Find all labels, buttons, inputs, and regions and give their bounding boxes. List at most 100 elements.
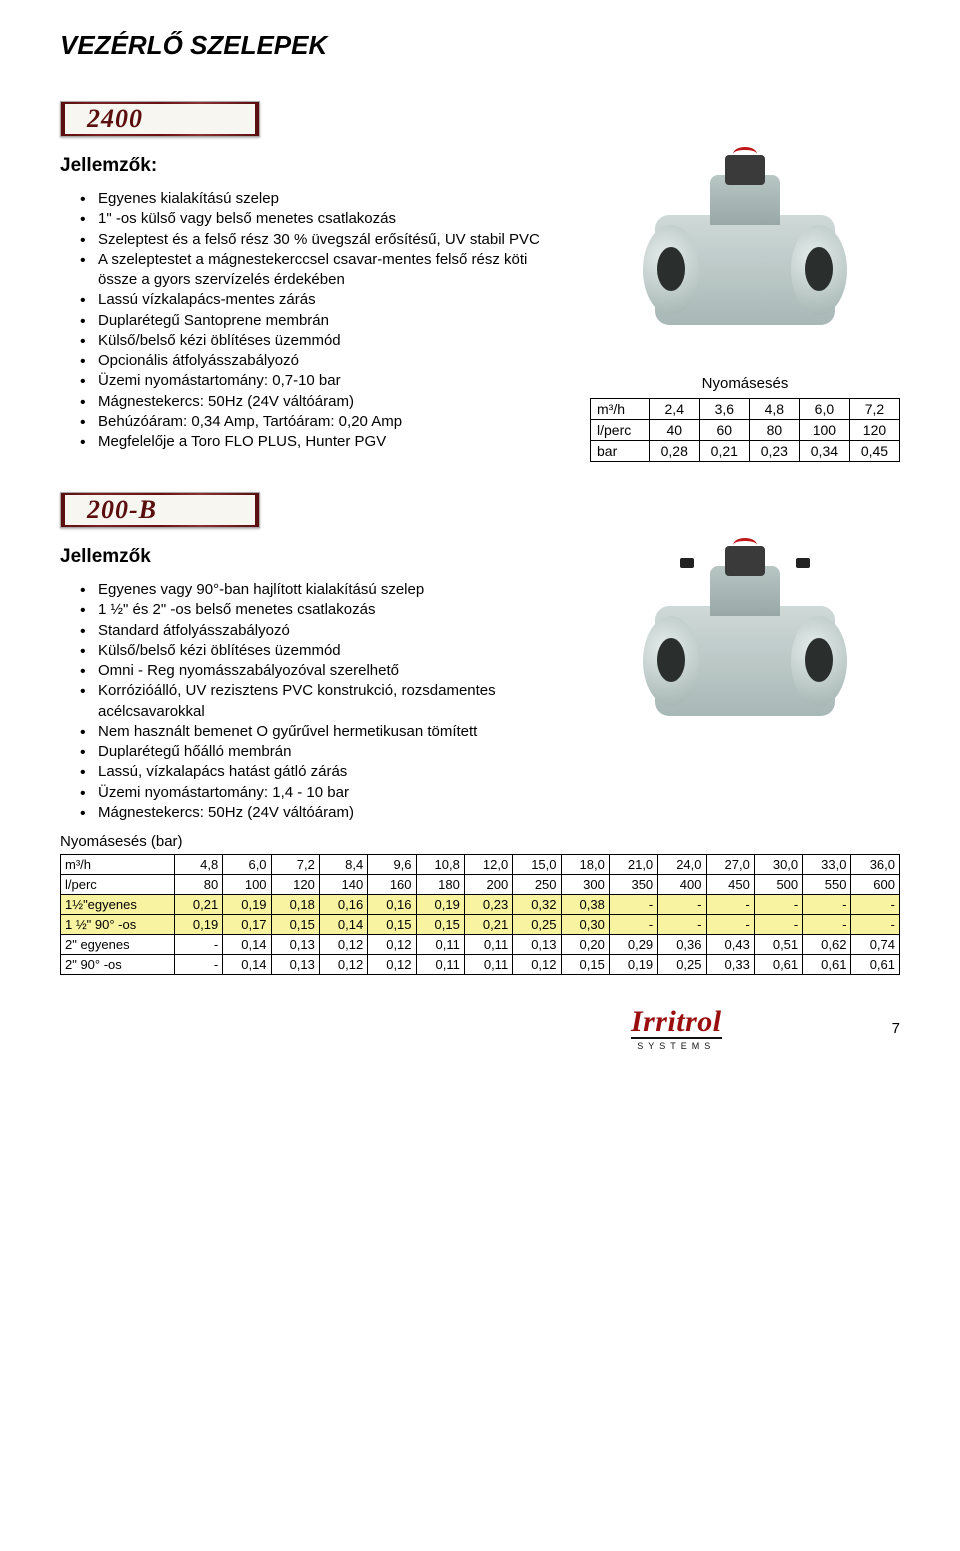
table-cell: 12,0 xyxy=(464,855,512,875)
table-cell: 60 xyxy=(699,420,749,441)
feature-item: Szeleptest és a felső rész 30 % üvegszál… xyxy=(80,230,570,250)
feature-item: 1 ½" és 2" -os belső menetes csatlakozás xyxy=(80,600,570,620)
table-cell: 0,61 xyxy=(803,955,851,975)
table-cell: 0,15 xyxy=(368,915,416,935)
table-cell: - xyxy=(803,895,851,915)
table-row: l/perc406080100120 xyxy=(591,420,900,441)
table-cell: - xyxy=(754,895,802,915)
table-cell: 120 xyxy=(849,420,899,441)
feature-item: Mágnestekercs: 50Hz (24V váltóáram) xyxy=(80,803,570,823)
table-cell: 2" egyenes xyxy=(61,935,175,955)
table-cell: 0,38 xyxy=(561,895,609,915)
table-cell: 0,13 xyxy=(271,955,319,975)
table-cell: 0,15 xyxy=(271,915,319,935)
table-cell: 1 ½" 90° -os xyxy=(61,915,175,935)
table-cell: 2,4 xyxy=(649,399,699,420)
table-cell: 0,36 xyxy=(658,935,706,955)
table-cell: 0,19 xyxy=(174,915,222,935)
badge-200b: 200-B xyxy=(60,492,260,528)
pressure-table-1-title: Nyomásesés xyxy=(590,375,900,392)
table-cell: 500 xyxy=(754,875,802,895)
table-row: l/perc8010012014016018020025030035040045… xyxy=(61,875,900,895)
logo-main: Irritrol xyxy=(631,1005,722,1039)
feature-item: Külső/belső kézi öblítéses üzemmód xyxy=(80,641,570,661)
table-cell: 0,15 xyxy=(416,915,464,935)
table-cell: 0,19 xyxy=(416,895,464,915)
pressure-table-2-title: Nyomásesés (bar) xyxy=(60,833,900,850)
table-cell: 33,0 xyxy=(803,855,851,875)
table-row: bar0,280,210,230,340,45 xyxy=(591,441,900,462)
table-cell: 2" 90° -os xyxy=(61,955,175,975)
pressure-table-2: m³/h4,86,07,28,49,610,812,015,018,021,02… xyxy=(60,854,900,975)
feature-item: 1" -os külső vagy belső menetes csatlako… xyxy=(80,209,570,229)
table-cell: 350 xyxy=(609,875,657,895)
feature-item: Üzemi nyomástartomány: 1,4 - 10 bar xyxy=(80,783,570,803)
table-cell: 0,29 xyxy=(609,935,657,955)
feature-item: Opcionális átfolyásszabályozó xyxy=(80,351,570,371)
table-cell: 0,20 xyxy=(561,935,609,955)
table-cell: l/perc xyxy=(61,875,175,895)
feature-item: Duplarétegű hőálló membrán xyxy=(80,742,570,762)
logo-sub: SYSTEMS xyxy=(631,1037,722,1051)
table-row: 2" egyenes-0,140,130,120,120,110,110,130… xyxy=(61,935,900,955)
table-cell: 0,51 xyxy=(754,935,802,955)
table-cell: 10,8 xyxy=(416,855,464,875)
table-cell: 550 xyxy=(803,875,851,895)
table-cell: 0,16 xyxy=(368,895,416,915)
table-cell: 200 xyxy=(464,875,512,895)
table-cell: 0,30 xyxy=(561,915,609,935)
table-cell: 140 xyxy=(319,875,367,895)
brand-logo: Irritrol SYSTEMS xyxy=(631,1005,722,1051)
table-cell: 0,23 xyxy=(464,895,512,915)
table-cell: m³/h xyxy=(61,855,175,875)
table-cell: 0,12 xyxy=(368,955,416,975)
feature-item: Duplarétegű Santoprene membrán xyxy=(80,311,570,331)
feature-item: Behúzóáram: 0,34 Amp, Tartóáram: 0,20 Am… xyxy=(80,412,570,432)
feature-item: Lassú vízkalapács-mentes zárás xyxy=(80,290,570,310)
table-cell: 0,11 xyxy=(464,935,512,955)
table-cell: - xyxy=(851,915,900,935)
table-cell: 80 xyxy=(174,875,222,895)
table-cell: 1½"egyenes xyxy=(61,895,175,915)
table-row: 1 ½" 90° -os0,190,170,150,140,150,150,21… xyxy=(61,915,900,935)
table-cell: 8,4 xyxy=(319,855,367,875)
table-cell: - xyxy=(174,935,222,955)
table-cell: - xyxy=(754,915,802,935)
table-cell: 0,32 xyxy=(513,895,561,915)
table-cell: 0,16 xyxy=(319,895,367,915)
table-cell: 0,19 xyxy=(223,895,271,915)
table-cell: 0,23 xyxy=(749,441,799,462)
table-cell: 7,2 xyxy=(849,399,899,420)
feature-item: Mágnestekercs: 50Hz (24V váltóáram) xyxy=(80,392,570,412)
table-cell: 0,34 xyxy=(799,441,849,462)
table-cell: 100 xyxy=(223,875,271,895)
table-cell: 0,17 xyxy=(223,915,271,935)
table-cell: 0,45 xyxy=(849,441,899,462)
table-cell: 0,33 xyxy=(706,955,754,975)
table-cell: 6,0 xyxy=(799,399,849,420)
page-title: VEZÉRLŐ SZELEPEK xyxy=(60,30,900,61)
table-cell: 0,28 xyxy=(649,441,699,462)
feature-item: Nem használt bemenet O gyűrűvel hermetik… xyxy=(80,722,570,742)
badge-2400-label: 2400 xyxy=(65,104,255,134)
feature-item: Standard átfolyásszabályozó xyxy=(80,621,570,641)
table-cell: - xyxy=(609,895,657,915)
table-cell: 0,11 xyxy=(416,955,464,975)
table-cell: 4,8 xyxy=(174,855,222,875)
table-cell: 0,15 xyxy=(561,955,609,975)
valve-image-200b xyxy=(615,546,875,746)
table-cell: 180 xyxy=(416,875,464,895)
pressure-table-1: m³/h2,43,64,86,07,2l/perc406080100120bar… xyxy=(590,398,900,462)
badge-200b-label: 200-B xyxy=(65,495,255,525)
table-cell: 40 xyxy=(649,420,699,441)
feature-item: A szeleptestet a mágnestekerccsel csavar… xyxy=(80,250,570,291)
table-cell: 0,11 xyxy=(464,955,512,975)
table-cell: - xyxy=(658,915,706,935)
feature-item: Megfelelője a Toro FLO PLUS, Hunter PGV xyxy=(80,432,570,452)
feature-list-2: Egyenes vagy 90°-ban hajlított kialakítá… xyxy=(60,580,570,823)
table-cell: 160 xyxy=(368,875,416,895)
table-cell: 15,0 xyxy=(513,855,561,875)
table-cell: - xyxy=(658,895,706,915)
table-cell: 0,11 xyxy=(416,935,464,955)
feature-item: Külső/belső kézi öblítéses üzemmód xyxy=(80,331,570,351)
